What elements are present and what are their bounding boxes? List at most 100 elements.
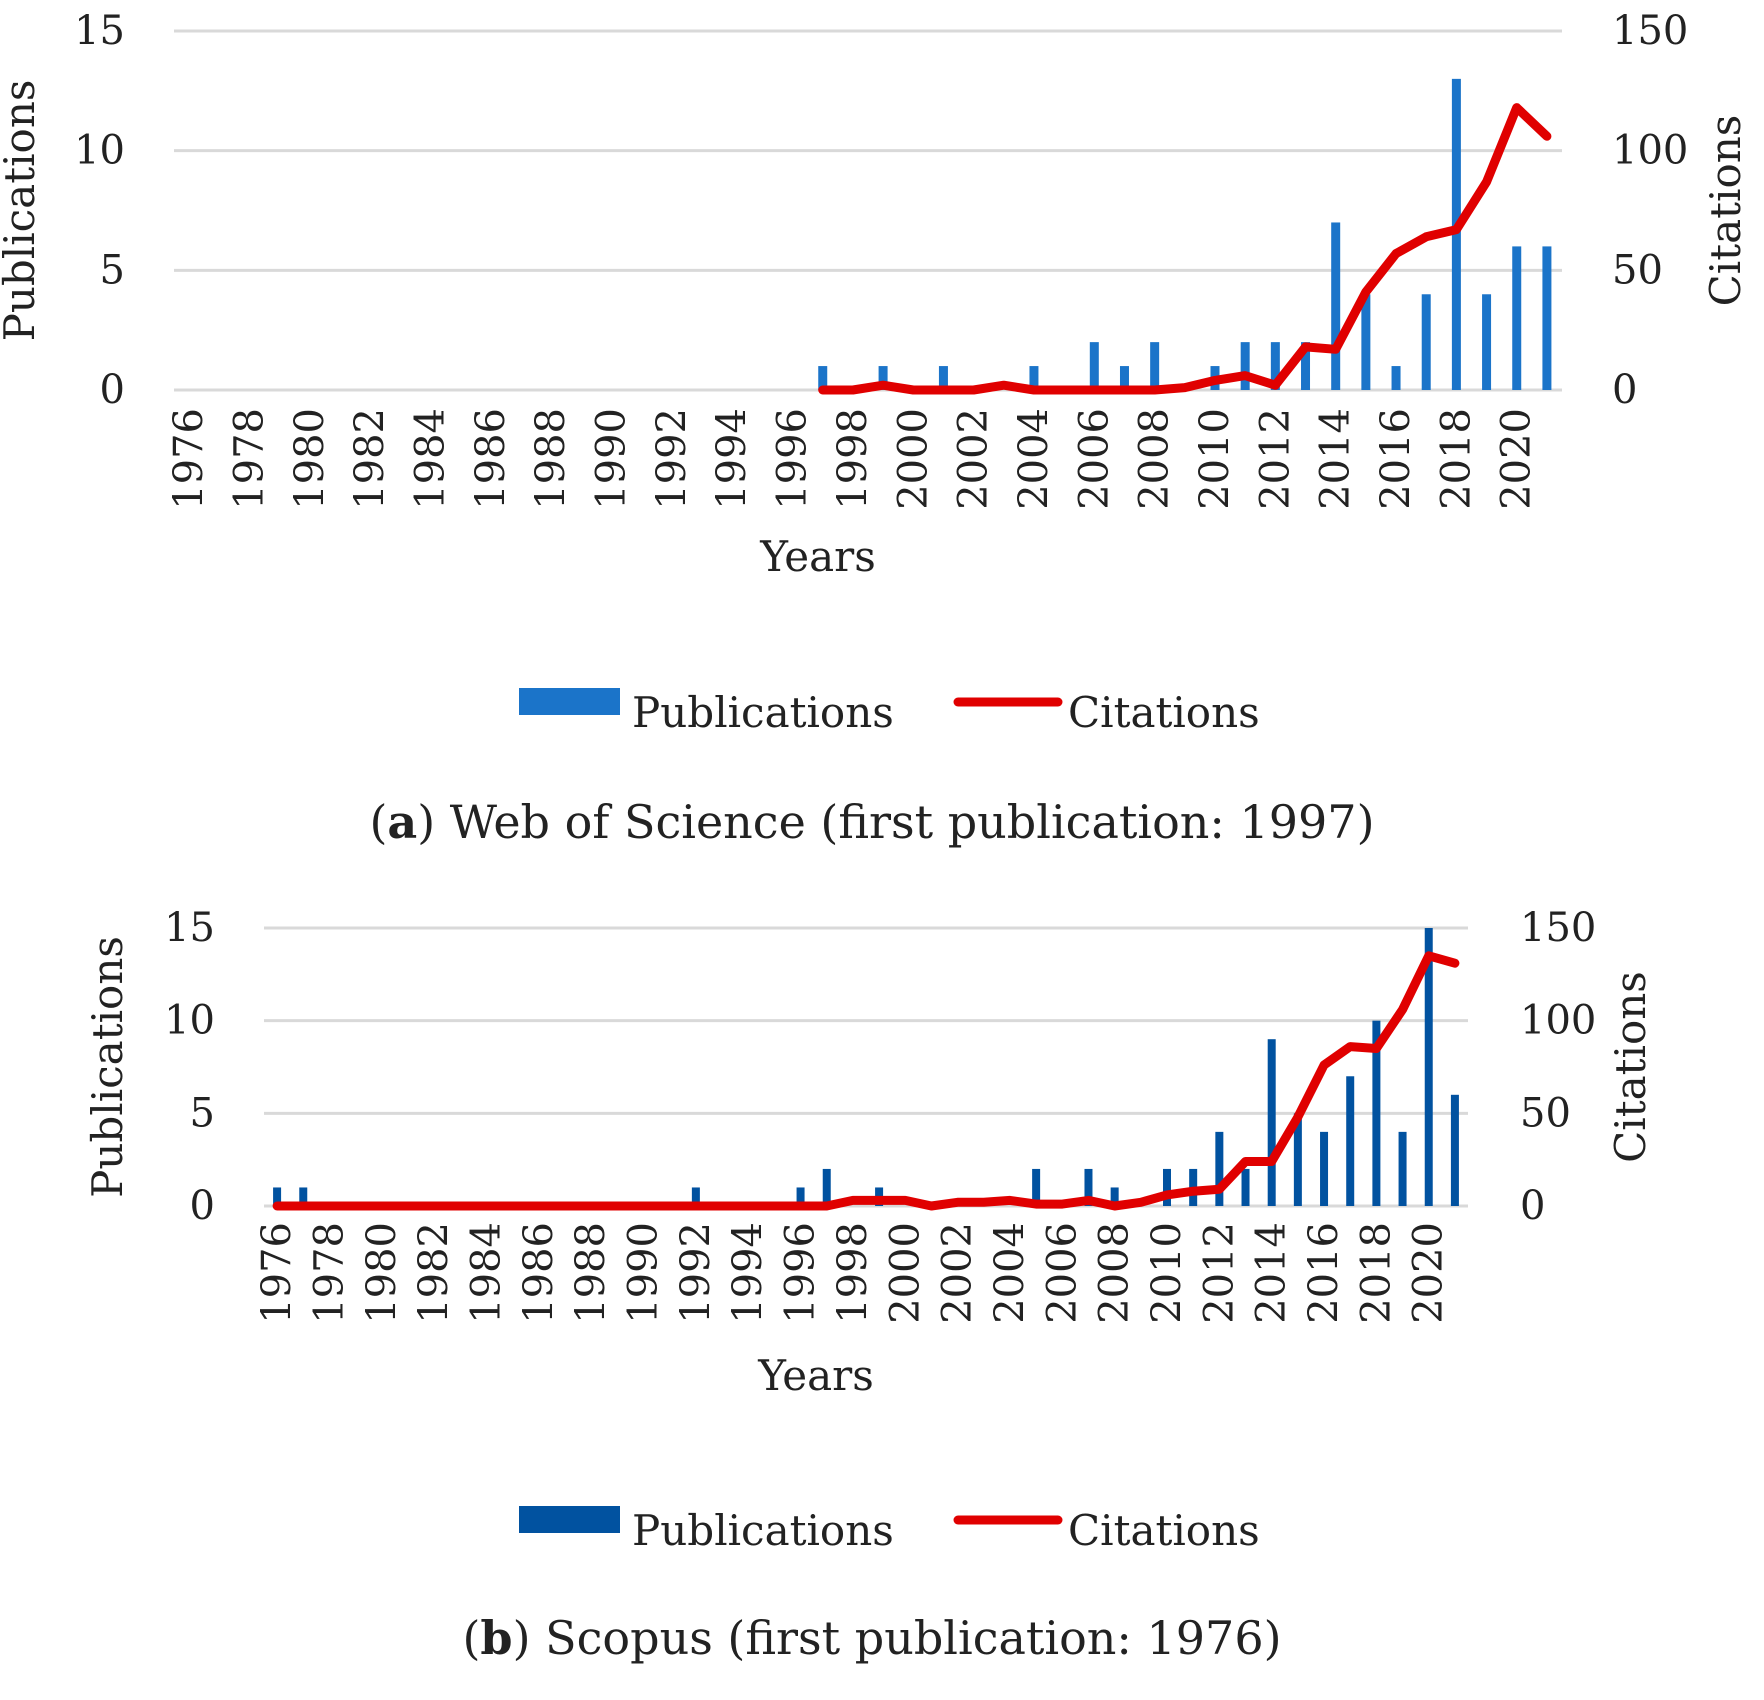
bar-2016 [1391, 366, 1401, 390]
y-tick-left: 15 [164, 905, 215, 951]
legend-label-publications: Publications [632, 1506, 894, 1555]
y-axis-label-right: Citations [1701, 115, 1750, 307]
bar-2008 [1150, 342, 1160, 390]
caption-letter: a [387, 795, 417, 849]
bar-2019 [1398, 1131, 1407, 1206]
bar-2004 [1029, 366, 1039, 390]
x-tick-label: 2010 [1144, 1222, 1190, 1324]
x-tick-label: 2014 [1249, 1222, 1295, 1324]
y-tick-right: 150 [1520, 905, 1596, 951]
x-tick-label: 2020 [1494, 408, 1540, 510]
bar-1997 [818, 366, 828, 390]
bar-1996 [796, 1187, 805, 1206]
x-tick-label: 2000 [882, 1222, 928, 1324]
y-tick-left: 0 [190, 1183, 215, 1229]
caption-text: ) Scopus (first publication: 1976) [513, 1611, 1282, 1665]
bar-2015 [1293, 1113, 1302, 1206]
x-axis-label: Years [757, 1351, 874, 1400]
caption-text: ) Web of Science (first publication: 199… [417, 795, 1374, 849]
bar-2007 [1119, 366, 1129, 390]
x-tick-label: 1982 [411, 1222, 457, 1324]
bar-2020 [1424, 928, 1433, 1206]
bar-2007 [1084, 1168, 1093, 1206]
x-tick-label: 1998 [830, 1222, 876, 1324]
x-tick-label: 1986 [468, 408, 514, 510]
x-tick-label: 2004 [987, 1222, 1033, 1324]
x-tick-label: 2008 [1092, 1222, 1138, 1324]
x-tick-label: 1988 [568, 1222, 614, 1324]
legend-label-publications: Publications [632, 688, 894, 737]
bar-1999 [878, 366, 888, 390]
x-tick-label: 1980 [359, 1222, 405, 1324]
bar-2012 [1270, 342, 1280, 390]
caption-open: ( [369, 795, 387, 849]
bar-2013 [1241, 1168, 1250, 1206]
bar-1976 [273, 1187, 282, 1206]
x-tick-label: 1998 [830, 408, 876, 510]
y-tick-right: 0 [1520, 1183, 1545, 1229]
x-tick-label: 1982 [347, 408, 393, 510]
x-axis-label: Years [759, 532, 876, 581]
x-tick-label: 1988 [528, 408, 574, 510]
x-tick-label: 2008 [1132, 408, 1178, 510]
x-tick-label: 1990 [589, 408, 635, 510]
x-tick-label: 1976 [166, 408, 212, 510]
bar-2018 [1451, 78, 1461, 390]
bar-2010 [1163, 1168, 1171, 1206]
bar-2017 [1346, 1076, 1355, 1206]
bar-2021 [1542, 246, 1552, 390]
x-tick-label: 1996 [770, 408, 816, 510]
y-axis-label-left: Publications [0, 80, 44, 342]
x-tick-label: 2018 [1353, 1222, 1399, 1324]
x-tick-label: 1978 [306, 1222, 352, 1324]
x-tick-label: 2002 [935, 1222, 981, 1324]
x-tick-label: 2010 [1192, 408, 1238, 510]
bar-1997 [822, 1168, 831, 1206]
legend-label-citations: Citations [1068, 1506, 1260, 1555]
x-tick-label: 2016 [1301, 1222, 1347, 1324]
x-tick-label: 1990 [621, 1222, 667, 1324]
bar-2018 [1372, 1020, 1381, 1206]
legend-swatch-publications [519, 688, 620, 715]
x-tick-label: 1986 [516, 1222, 562, 1324]
bar-1977 [299, 1187, 308, 1206]
x-tick-label: 2012 [1196, 1222, 1242, 1324]
caption: (a) Web of Science (first publication: 1… [369, 795, 1374, 849]
bar-2001 [938, 366, 948, 390]
legend: Publications Citations [519, 1506, 1260, 1555]
legend-label-citations: Citations [1068, 688, 1260, 737]
bar-2015 [1361, 294, 1371, 390]
bar-2013 [1301, 342, 1311, 390]
y-axis-label-right: Citations [1606, 971, 1655, 1163]
x-tick-label: 2002 [951, 408, 997, 510]
bar-1992 [691, 1187, 700, 1206]
bar-2011 [1240, 342, 1250, 390]
y-tick-right: 50 [1520, 1090, 1571, 1136]
x-tick-label: 1994 [725, 1222, 771, 1324]
x-tick-label: 1992 [649, 408, 695, 510]
y-tick-right: 100 [1612, 128, 1688, 174]
bar-2014 [1331, 222, 1341, 390]
y-tick-right: 100 [1520, 998, 1596, 1044]
y-tick-right: 50 [1612, 247, 1663, 293]
x-tick-label: 2000 [890, 408, 936, 510]
legend: Publications Citations [519, 688, 1260, 737]
y-tick-left: 0 [100, 367, 125, 413]
x-tick-label: 1978 [226, 408, 272, 510]
bar-2021 [1450, 1094, 1459, 1206]
y-tick-left: 10 [164, 998, 215, 1044]
bar-2005 [1032, 1168, 1041, 1206]
x-tick-label: 1984 [407, 408, 453, 510]
bar-2020 [1512, 246, 1522, 390]
y-tick-left: 5 [100, 247, 125, 293]
x-tick-label: 1980 [287, 408, 333, 510]
caption: (b) Scopus (first publication: 1976) [462, 1611, 1281, 1665]
x-tick-label: 2014 [1313, 408, 1359, 510]
x-tick-label: 1976 [254, 1222, 300, 1324]
y-axis-label-left: Publications [83, 936, 132, 1198]
x-tick-label: 1992 [673, 1222, 719, 1324]
citations-line [272, 951, 1460, 1211]
